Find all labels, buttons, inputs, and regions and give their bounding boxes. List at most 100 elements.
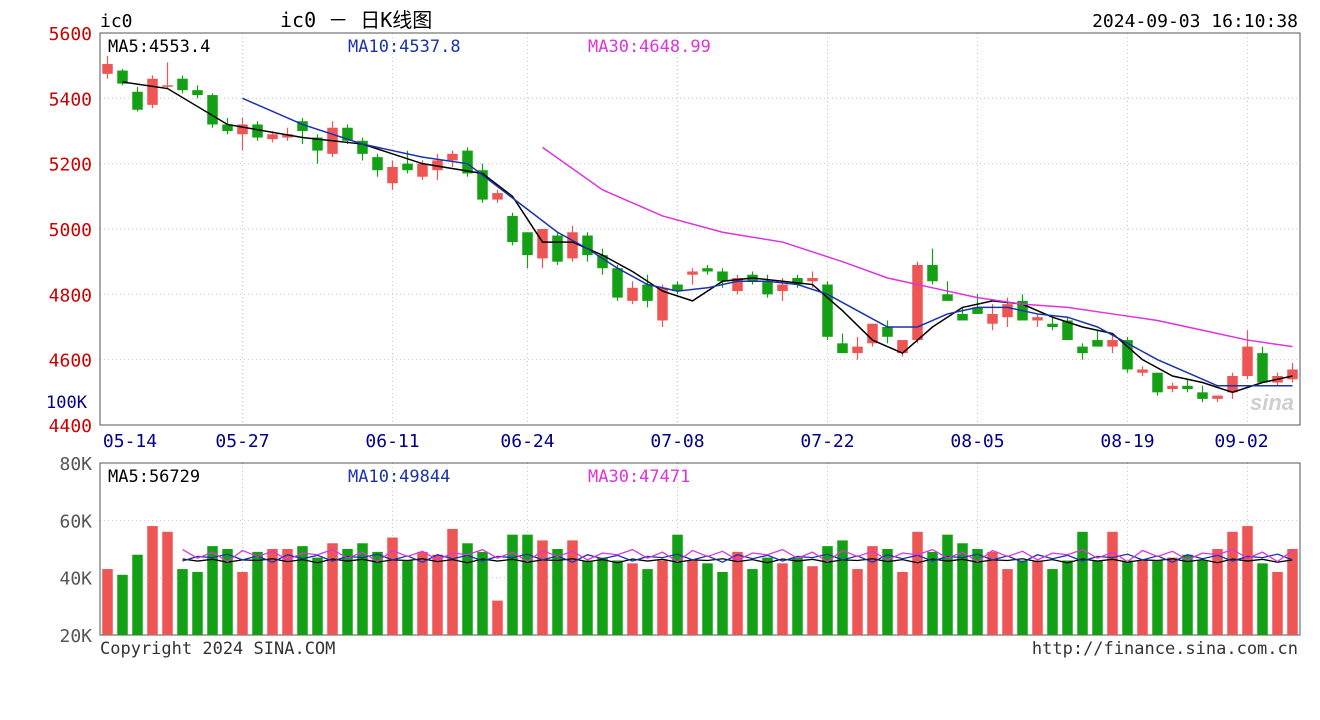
chart-title: ic0 － 日K线图 xyxy=(280,8,432,32)
candle-body xyxy=(837,343,848,354)
candle-body xyxy=(912,264,923,341)
candle-body xyxy=(522,232,533,256)
volume-bar xyxy=(627,563,638,635)
vol-ma10-line xyxy=(182,553,1293,563)
x-tick-label: 07-22 xyxy=(800,431,854,452)
volume-bar xyxy=(552,549,563,635)
ma30-line xyxy=(542,146,1293,348)
volume-bar xyxy=(1167,557,1178,635)
candle-body xyxy=(507,215,518,243)
volume-bar xyxy=(507,534,518,635)
volume-bar xyxy=(1242,526,1253,635)
candle-body xyxy=(462,150,473,174)
candle-body xyxy=(1152,372,1163,393)
x-tick-label: 06-24 xyxy=(500,431,554,452)
candle-body xyxy=(162,85,173,87)
volume-bar xyxy=(357,543,368,635)
volume-bar xyxy=(462,543,473,635)
candle-body xyxy=(1182,385,1193,390)
volume-bar xyxy=(642,569,653,635)
volume-bar xyxy=(207,546,218,635)
candle-body xyxy=(282,134,293,138)
candle-body xyxy=(582,235,593,256)
volume-bar xyxy=(882,549,893,635)
candle-body xyxy=(477,170,488,200)
volume-bar xyxy=(417,551,428,635)
volume-bar xyxy=(1092,560,1103,635)
candle-body xyxy=(357,140,368,154)
candle-body xyxy=(1002,304,1013,318)
candle-body xyxy=(807,278,818,282)
volume-bar xyxy=(1287,549,1298,635)
price-grid xyxy=(99,33,1300,425)
volume-bar xyxy=(1257,563,1268,635)
candle-body xyxy=(1227,376,1238,393)
candle-body xyxy=(687,271,698,275)
volume-bar xyxy=(747,569,758,635)
volume-bar xyxy=(342,549,353,635)
candle-body xyxy=(717,271,728,282)
volume-bar xyxy=(447,528,458,635)
volume-bar xyxy=(492,600,503,635)
x-tick-label: 07-08 xyxy=(650,431,704,452)
x-tick-label: 05-27 xyxy=(215,431,269,452)
volume-bar xyxy=(822,546,833,635)
candle-body xyxy=(1212,395,1223,399)
volume-bar xyxy=(102,569,113,635)
volume-bar xyxy=(927,551,938,635)
candle-body xyxy=(1062,320,1073,341)
candle-body xyxy=(492,193,503,200)
ma-lines xyxy=(122,81,1293,394)
candle-body xyxy=(177,78,188,91)
candle-body xyxy=(252,124,263,138)
candle-body xyxy=(312,137,323,151)
candle-body xyxy=(222,124,233,131)
volume-bar xyxy=(402,560,413,635)
volume-bar xyxy=(117,574,128,635)
volume-bar xyxy=(987,551,998,635)
candle-body xyxy=(672,284,683,292)
candle-body xyxy=(597,255,608,269)
candle-body xyxy=(1167,385,1178,390)
volume-bar xyxy=(1002,569,1013,635)
candle-body xyxy=(627,287,638,301)
volume-bar xyxy=(282,549,293,635)
ma5-line xyxy=(122,81,1293,394)
volume-bar xyxy=(537,540,548,635)
volume-bar xyxy=(687,560,698,635)
sina-watermark: sina xyxy=(1250,390,1294,415)
x-tick-label: 09-02 xyxy=(1214,431,1268,452)
volume-tick-label: 40K xyxy=(59,569,92,590)
volume-bar xyxy=(582,560,593,635)
volume-bar xyxy=(1122,560,1133,635)
volume-bar xyxy=(192,571,203,635)
vol-ma30-label: MA30:47471 xyxy=(588,467,690,487)
candle-body xyxy=(987,313,998,324)
candle-body xyxy=(732,278,743,292)
volume-tick-label: 20K xyxy=(59,626,92,647)
candle-body xyxy=(147,78,158,105)
candle-body xyxy=(642,284,653,301)
volume-bar xyxy=(702,563,713,635)
volume-bar xyxy=(132,554,143,635)
x-tick-label: 06-11 xyxy=(365,431,419,452)
candle-body xyxy=(957,313,968,321)
volume-bar xyxy=(807,566,818,635)
candle-body xyxy=(117,70,128,84)
candle-body xyxy=(657,287,668,321)
volume-bar xyxy=(1062,560,1073,635)
volume-bar xyxy=(372,551,383,635)
volume-bar xyxy=(717,571,728,635)
candle-body xyxy=(792,278,803,285)
volume-bar xyxy=(792,557,803,635)
candle-body xyxy=(102,64,113,74)
volume-bar xyxy=(762,557,773,635)
price-tick-label: 4600 xyxy=(49,351,92,372)
price-tick-label: 5000 xyxy=(49,220,92,241)
candle-body xyxy=(1107,340,1118,347)
candle-body xyxy=(1242,346,1253,376)
candle-body xyxy=(342,127,353,141)
price-tick-label: 5200 xyxy=(49,155,92,176)
vol-ma5-label: MA5:56729 xyxy=(108,467,200,487)
volume-bar xyxy=(567,540,578,635)
